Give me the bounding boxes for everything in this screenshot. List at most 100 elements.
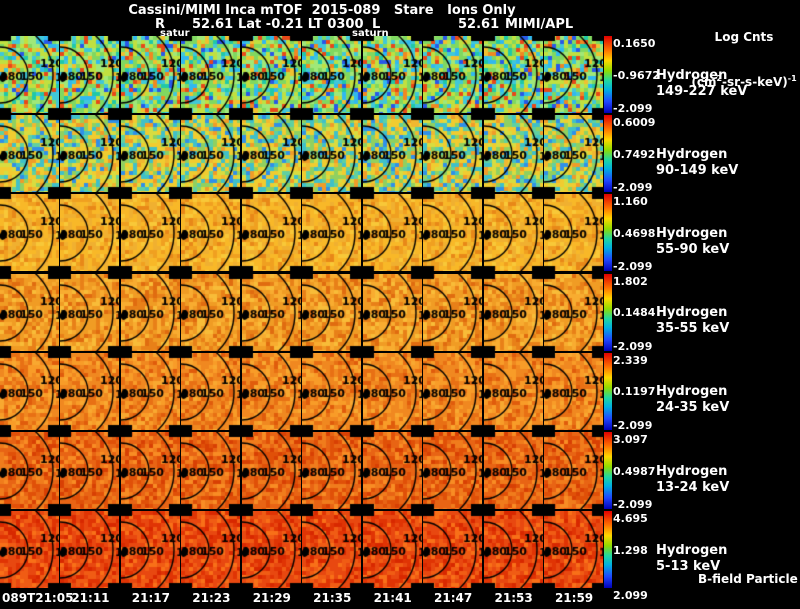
time-tick-8: 21:47 bbox=[434, 591, 473, 605]
heatmap-panel-r5c6 bbox=[302, 352, 362, 430]
scale-bottom-row6: -2.099 bbox=[613, 498, 653, 511]
l-label: L bbox=[372, 17, 381, 32]
heatmap-panel-r6c8 bbox=[423, 432, 483, 509]
heatmap-panel-r4c6 bbox=[302, 273, 362, 351]
heatmap-panel-r2c8 bbox=[423, 115, 483, 193]
heatmap-panel-r5c4 bbox=[181, 352, 241, 430]
heatmap-panel-r4c10 bbox=[544, 273, 604, 351]
heatmap-panel-r2c3 bbox=[120, 115, 180, 193]
plot-title: Cassini/MIMI Inca mTOF 2015-089 Stare Io… bbox=[128, 3, 516, 18]
heatmap-panel-r4c3 bbox=[120, 273, 180, 351]
heatmap-panel-r5c3 bbox=[120, 352, 180, 430]
heatmap-panel-r1c1 bbox=[0, 36, 59, 113]
scale-top-row2: 0.6009 bbox=[613, 116, 656, 130]
scale-bottom-row4: -2.099 bbox=[613, 339, 653, 353]
heatmap-panel-r7c9 bbox=[483, 511, 543, 589]
row-species-row1: Hydrogen bbox=[656, 67, 728, 83]
heatmap-panel-r1c2 bbox=[60, 36, 120, 113]
row-band-row4: 35-55 keV bbox=[656, 321, 730, 337]
heatmap-panel-r3c2 bbox=[60, 194, 120, 272]
row-band-row2: 90-149 keV bbox=[656, 162, 739, 178]
scale-bottom-row5: -2.099 bbox=[613, 418, 653, 432]
colorbar-title: Log Cnts (cm2-sr-s-keV)-1 bbox=[690, 2, 798, 103]
r-label: R bbox=[155, 17, 166, 32]
heatmap-panel-r5c10 bbox=[544, 352, 604, 430]
row-band-row7: 5-13 keV bbox=[656, 558, 721, 574]
heatmap-panel-r4c9 bbox=[483, 273, 543, 351]
heatmap-panel-r4c1 bbox=[0, 273, 59, 351]
heatmap-panel-r1c6 bbox=[302, 36, 362, 113]
heatmap-panel-r1c8 bbox=[423, 36, 483, 113]
scale-mid-row2: 0.7492 bbox=[613, 147, 656, 161]
r-value: 52.61 bbox=[192, 17, 234, 32]
colorbar-title-line1: Log Cnts bbox=[714, 30, 774, 44]
heatmap-panel-r6c3 bbox=[120, 432, 180, 509]
colorbar-title-line2: (cm2-sr-s-keV)-1 bbox=[691, 74, 797, 89]
row-band-row1: 149-227 keV bbox=[656, 83, 748, 99]
heatmap-panel-r1c3 bbox=[120, 36, 180, 113]
heatmap-panel-r3c10 bbox=[544, 194, 604, 272]
heatmap-panel-r6c2 bbox=[60, 432, 120, 509]
heatmap-panel-r7c10 bbox=[544, 511, 604, 589]
time-tick-10: 21:59 bbox=[554, 591, 594, 605]
heatmap-panel-r3c5 bbox=[241, 194, 301, 272]
heatmap-panel-r2c6 bbox=[302, 115, 362, 193]
heatmap-panel-r7c4 bbox=[181, 511, 241, 589]
scale-mid-row5: 0.1197 bbox=[613, 385, 656, 399]
colorbar-row6 bbox=[604, 432, 612, 509]
heatmap-panel-r6c7 bbox=[362, 432, 422, 509]
heatmap-panel-r6c4 bbox=[181, 432, 241, 509]
time-tick-7: 21:41 bbox=[373, 591, 412, 605]
superscript-2: 2 bbox=[716, 74, 723, 83]
row-species-row7: Hydrogen bbox=[656, 542, 728, 558]
row-species-row3: Hydrogen bbox=[656, 226, 728, 241]
colorbar-row7 bbox=[604, 511, 612, 589]
row-band-row5: 24-35 keV bbox=[656, 400, 730, 416]
scale-top-row6: 3.097 bbox=[613, 433, 648, 446]
heatmap-panel-r5c1 bbox=[0, 352, 59, 430]
lat-lt-text: Lat -0.21 LT 0300 bbox=[238, 17, 364, 32]
colorbar-row5 bbox=[604, 352, 612, 430]
time-tick-9: 21:53 bbox=[494, 591, 533, 605]
scale-bottom-row1: -2.099 bbox=[613, 102, 653, 115]
heatmap-panel-r7c3 bbox=[120, 511, 180, 589]
scale-mid-row4: 0.1484 bbox=[613, 306, 656, 320]
row-band-row6: 13-24 keV bbox=[656, 479, 730, 495]
heatmap-panel-r7c5 bbox=[241, 511, 301, 589]
heatmap-panel-r5c8 bbox=[423, 352, 483, 430]
l-subscript: saturn bbox=[352, 28, 389, 39]
heatmap-panel-r2c2 bbox=[60, 115, 120, 193]
colorbar-row2 bbox=[604, 115, 612, 193]
heatmap-panel-r1c5 bbox=[241, 36, 301, 113]
heatmap-panel-r3c4 bbox=[181, 194, 241, 272]
row-species-row4: Hydrogen bbox=[656, 305, 728, 321]
heatmap-panel-r5c5 bbox=[241, 352, 301, 430]
scale-top-row4: 1.802 bbox=[613, 274, 648, 288]
scale-mid-row7: 1.298 bbox=[613, 543, 648, 557]
scale-top-row5: 2.339 bbox=[613, 353, 648, 367]
row-band-row3: 55-90 keV bbox=[656, 242, 730, 257]
row-species-row6: Hydrogen bbox=[656, 463, 728, 479]
heatmap-panel-r4c8 bbox=[423, 273, 483, 351]
heatmap-panel-r2c7 bbox=[362, 115, 422, 193]
heatmap-panel-r4c5 bbox=[241, 273, 301, 351]
scale-top-row1: 0.1650 bbox=[613, 37, 656, 50]
colorbar-row3 bbox=[604, 194, 612, 272]
time-tick-3: 21:17 bbox=[131, 591, 170, 605]
heatmap-panel-r7c2 bbox=[60, 511, 120, 589]
colorbar-row4 bbox=[604, 273, 612, 351]
heatmap-panel-r7c8 bbox=[423, 511, 483, 589]
heatmap-panel-r2c4 bbox=[181, 115, 241, 193]
scale-mid-row1: -0.9672 bbox=[613, 68, 661, 82]
superscript-minus1: -1 bbox=[787, 74, 797, 83]
heatmap-panel-r3c6 bbox=[302, 194, 362, 272]
heatmap-panel-r3c7 bbox=[362, 194, 422, 272]
heatmap-panel-r1c9 bbox=[483, 36, 543, 113]
heatmap-panel-r4c4 bbox=[181, 273, 241, 351]
heatmap-panel-r1c10 bbox=[544, 36, 604, 113]
heatmap-panel-r2c5 bbox=[241, 115, 301, 193]
org-label: MIMI/APL bbox=[505, 17, 574, 32]
heatmap-panel-r6c1 bbox=[0, 432, 59, 509]
